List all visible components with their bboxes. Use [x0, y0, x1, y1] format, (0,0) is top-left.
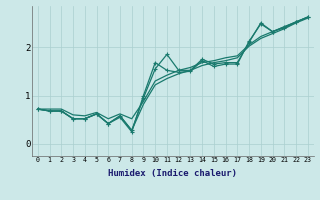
X-axis label: Humidex (Indice chaleur): Humidex (Indice chaleur): [108, 169, 237, 178]
